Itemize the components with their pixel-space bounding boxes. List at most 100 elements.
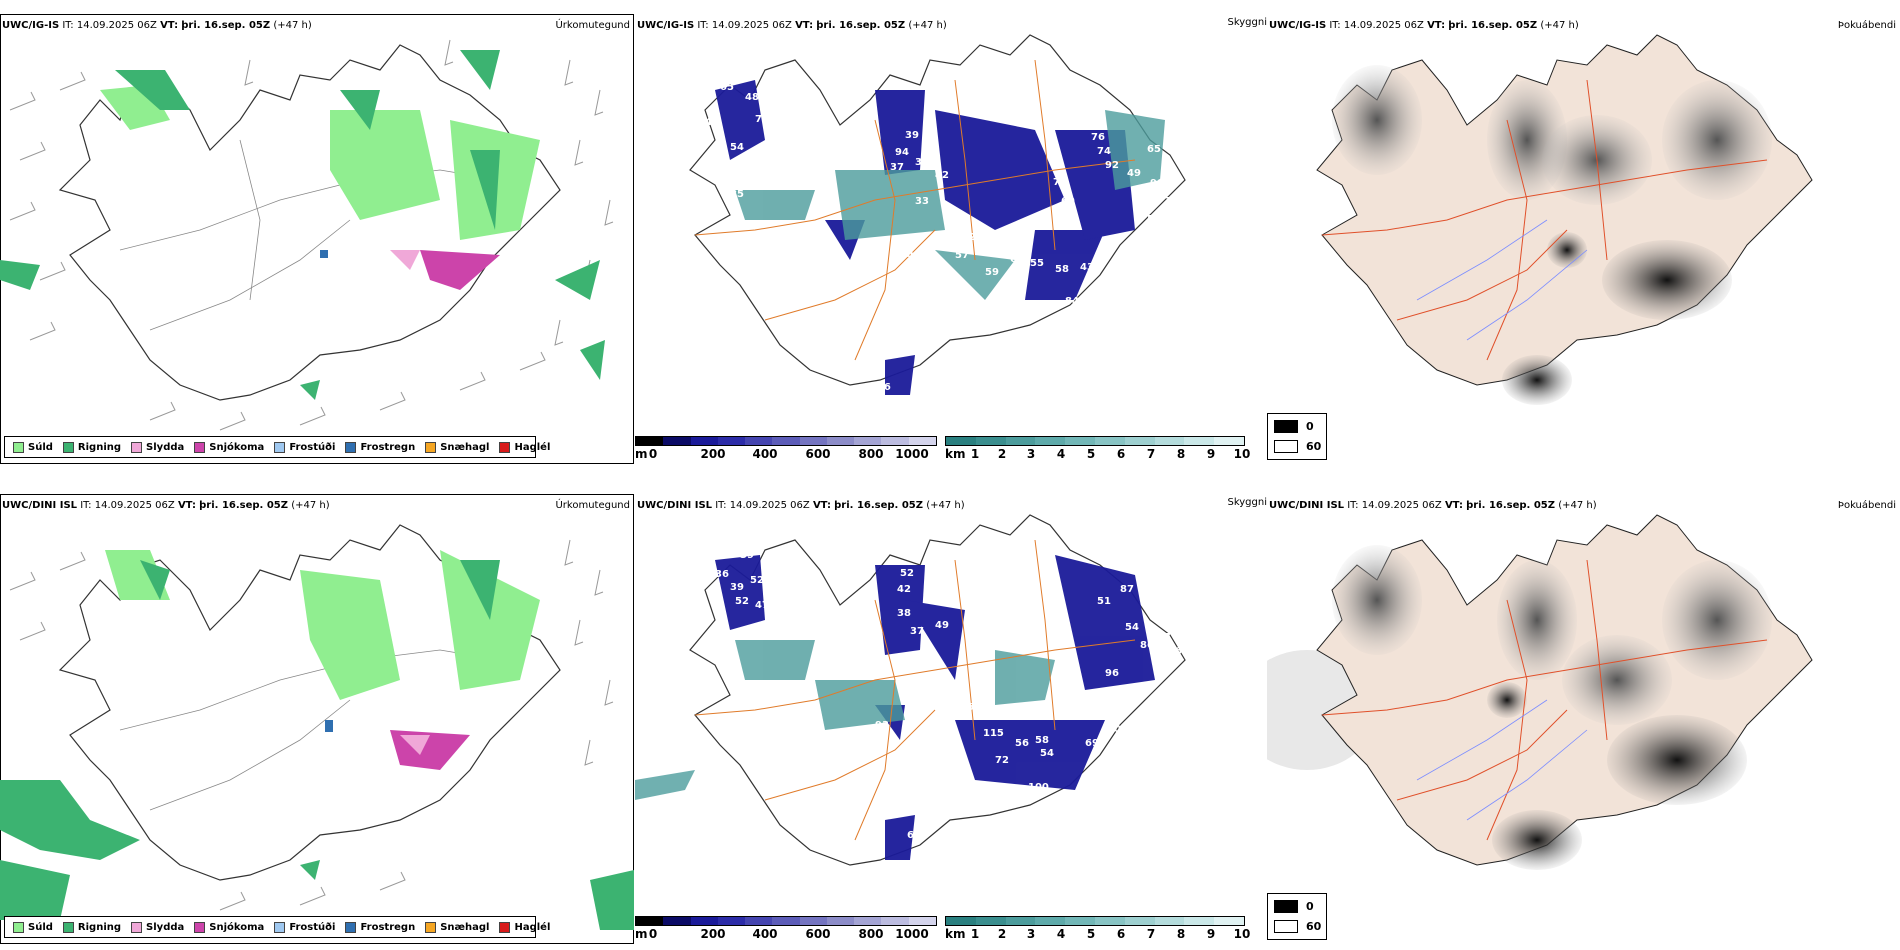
vis-number: 72 <box>985 245 999 256</box>
fog-legend-label: 0 <box>1306 900 1314 913</box>
vis-number: 47 <box>705 117 719 128</box>
swatch <box>62 921 74 933</box>
vis-number: 36 <box>915 157 929 168</box>
precip-legend: Súld Rigning Slydda Snjókoma Frostúði Fr… <box>4 916 550 938</box>
lead-time: (+47 h) <box>908 20 947 31</box>
vis-number: 115 <box>983 728 1004 739</box>
legend-label: Súld <box>28 441 53 453</box>
km-tick: 4 <box>1056 447 1066 461</box>
vis-number: 51 <box>1147 214 1161 225</box>
swatch <box>131 441 143 453</box>
legend-label: Haglél <box>514 441 551 453</box>
legend-label: Slydda <box>146 921 185 933</box>
fog-legend-label: 60 <box>1306 440 1322 453</box>
vis-number: 94 <box>1170 622 1184 633</box>
it-label: IT: <box>1329 20 1341 31</box>
legend-label: Rigning <box>77 921 122 933</box>
vis-number: 42 <box>935 170 949 181</box>
it-value: 14.09.2025 06Z <box>729 500 810 511</box>
fog-legend-label: 0 <box>1306 420 1314 433</box>
vis-number: 42 <box>907 872 921 883</box>
fog-title: Þokuábendi <box>1837 20 1896 31</box>
vis-number: 92 <box>1105 160 1119 171</box>
km-tick: 9 <box>1206 927 1216 941</box>
vis-number: 100 <box>1028 782 1049 793</box>
legend-label: Frostúði <box>289 921 336 933</box>
km-tick: 7 <box>1146 927 1156 941</box>
height-tick: 800 <box>858 447 884 461</box>
height-tick: 400 <box>752 927 778 941</box>
swatch <box>13 441 24 453</box>
it-value: 14.09.2025 06Z <box>711 20 792 31</box>
km-colorbar <box>945 436 1245 446</box>
height-unit: m <box>635 927 648 941</box>
vis-number: 90 <box>1150 178 1164 189</box>
panel-title: UWC/IG-IS IT: 14.09.2025 06Z VT: þri. 16… <box>637 20 947 31</box>
vt-value: þri. 16.sep. 05Z <box>816 20 906 31</box>
height-tick: 0 <box>648 927 658 941</box>
vis-number: 45 <box>1035 220 1049 231</box>
swatch <box>274 441 286 453</box>
vis-number: 69 <box>1061 196 1075 207</box>
vis-number: 49 <box>1127 168 1141 179</box>
km-tick: 2 <box>997 447 1007 461</box>
vis-number: 84 <box>1065 296 1079 307</box>
height-tick: 0 <box>648 447 658 461</box>
vis-number: 37 <box>890 162 904 173</box>
vis-number: 57 <box>1157 632 1171 643</box>
fog-map <box>1316 34 1813 405</box>
vis-number: 39 <box>740 550 754 561</box>
row-2: UWC/DINI ISL IT: 14.09.2025 06Z VT: þri.… <box>0 480 1900 950</box>
it-value: 14.09.2025 06Z <box>76 20 157 31</box>
panel-title: UWC/IG-IS IT: 14.09.2025 06Z VT: þri. 16… <box>2 20 312 31</box>
vis-number: 33 <box>915 196 929 207</box>
legend-item: Snæhagl <box>425 921 489 933</box>
vis-number: 62 <box>780 122 794 133</box>
height-tick: 200 <box>700 927 726 941</box>
km-tick: 5 <box>1086 927 1096 941</box>
vis-number: 86 <box>1140 640 1154 651</box>
vis-number: 72 <box>995 755 1009 766</box>
km-tick: 10 <box>1233 447 1251 461</box>
height-colorbar <box>635 436 937 446</box>
fog-legend: 0 60 <box>1267 413 1327 460</box>
vis-number: 59 <box>1127 724 1141 735</box>
vis-number: 58 <box>1055 264 1069 275</box>
swatch <box>425 441 437 453</box>
swatch <box>345 441 357 453</box>
legend-label: Snjókoma <box>209 921 265 933</box>
swatch <box>62 441 74 453</box>
it-label: IT: <box>1347 500 1359 511</box>
vis-number: 60 <box>907 830 921 841</box>
vis-number: 62 <box>1175 646 1189 657</box>
height-tick: 600 <box>805 447 831 461</box>
panel-title: UWC/IG-IS IT: 14.09.2025 06Z VT: þri. 16… <box>1269 20 1579 31</box>
km-tick: 6 <box>1116 927 1126 941</box>
vis-number: 60 <box>1010 254 1024 265</box>
fog-map <box>1267 514 1813 870</box>
legend-item: Súld <box>13 441 53 453</box>
vis-number: 93 <box>875 720 889 731</box>
vis-number: 39 <box>730 582 744 593</box>
lead-time: (+47 h) <box>1540 20 1579 31</box>
km-unit: km <box>945 927 966 941</box>
vis-number: 62 <box>1055 702 1069 713</box>
model-name: UWC/DINI ISL <box>637 500 713 511</box>
vis-number: 52 <box>735 596 749 607</box>
vis-number: 60 <box>1107 724 1121 735</box>
km-tick: 3 <box>1026 927 1036 941</box>
km-tick: 9 <box>1206 447 1216 461</box>
legend-item: Slydda <box>131 921 185 933</box>
swatch <box>425 921 437 933</box>
vis-number: 12 <box>1095 294 1109 305</box>
legend-label: Snæhagl <box>440 441 490 453</box>
km-tick: 2 <box>997 927 1007 941</box>
vis-number: 48 <box>745 92 759 103</box>
km-tick: 8 <box>1176 447 1186 461</box>
swatch <box>13 921 24 933</box>
legend-label: Frostregn <box>360 441 416 453</box>
cloud-title: Skyggni <box>1227 497 1267 508</box>
vis-number: 65 <box>720 82 734 93</box>
km-tick: 8 <box>1176 927 1186 941</box>
it-label: IT: <box>62 20 74 31</box>
